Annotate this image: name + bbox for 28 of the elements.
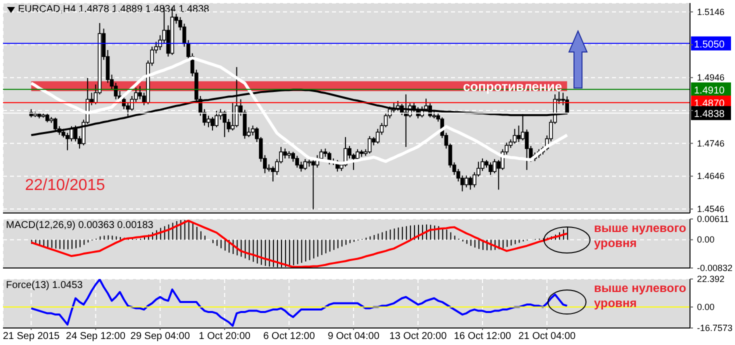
x-tick-label: 29 Sep 04:00 — [130, 331, 190, 342]
y-tick-label: 1.4646 — [697, 171, 725, 182]
x-tick-label: 13 Oct 20:00 — [389, 331, 448, 342]
ref-line-label: 1.4910 — [694, 85, 726, 96]
y-tick-label: 0.00611 — [697, 214, 729, 224]
chart-title: Force(13) 1.0453 — [6, 280, 83, 291]
y-tick-label: -0.00832 — [697, 263, 733, 273]
x-tick-label: 9 Oct 04:00 — [328, 331, 380, 342]
text: выше нулевого уровня — [594, 281, 686, 310]
chart-title: MACD(12,26,9) 0.00363 0.00183 — [6, 220, 154, 231]
y-tick-label: 0.00 — [697, 234, 715, 245]
annotation: 22/10/2015 — [25, 177, 106, 195]
y-tick-label: 1.4946 — [697, 72, 725, 83]
x-tick-label: 21 Oct 04:00 — [518, 331, 576, 342]
x-tick-label: 1 Oct 20:00 — [198, 331, 251, 342]
x-tick-label: 21 Sep 2015 — [2, 331, 60, 342]
y-tick-label: 22.392 — [697, 274, 725, 284]
ref-line-label: 1.4838 — [694, 109, 726, 120]
y-tick-label: 1.4746 — [697, 138, 725, 148]
x-tick-label: 16 Oct 12:00 — [454, 331, 512, 342]
y-tick-label: 0.00 — [697, 302, 715, 312]
ref-line-label: 1.5050 — [694, 39, 726, 50]
x-tick-label: 6 Oct 12:00 — [263, 331, 316, 342]
text: выше нулевого уровня — [594, 221, 686, 250]
y-tick-label: -16.7573 — [697, 323, 733, 333]
x-tick-label: 24 Sep 12:00 — [66, 331, 126, 342]
y-tick-label: 1.5146 — [697, 6, 725, 17]
y-tick-label: 1.4546 — [697, 204, 725, 214]
